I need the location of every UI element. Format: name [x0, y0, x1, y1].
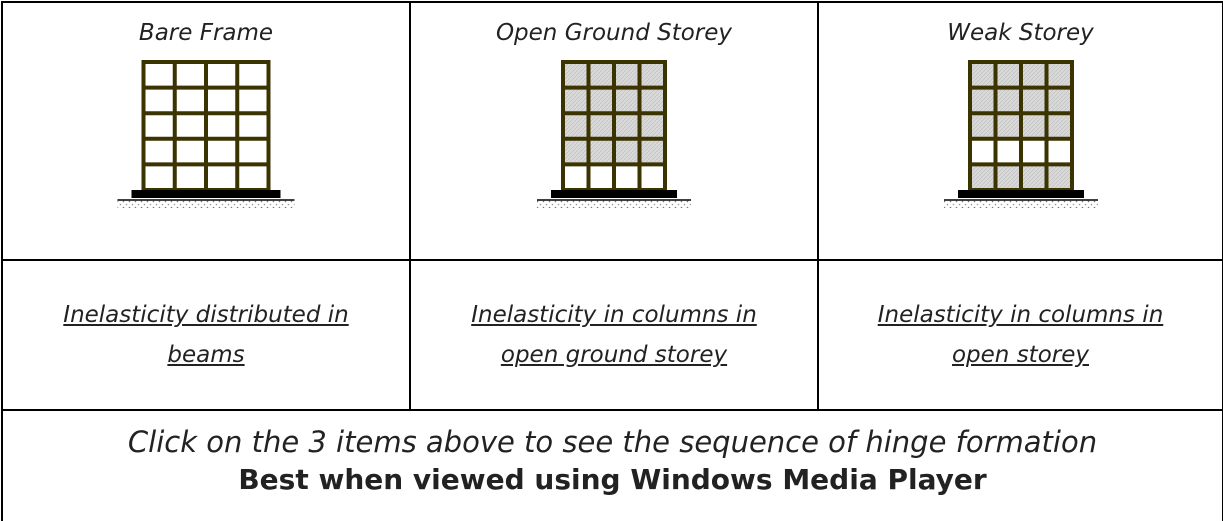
footer-cell: Click on the 3 items above to see the se… [1, 409, 1223, 521]
ground [537, 200, 691, 208]
frame-drawing [943, 60, 1098, 208]
animation-link[interactable]: Inelasticity in columns in open ground s… [471, 302, 757, 368]
column-title: Bare Frame [138, 20, 274, 46]
cell: Inelasticity in columns in open ground s… [409, 259, 819, 411]
cell: Bare Frame [1, 1, 411, 261]
frame-drawing [537, 60, 691, 208]
foundation [551, 190, 677, 198]
ground [943, 200, 1098, 208]
cell: Weak Storey [817, 1, 1223, 261]
cell: Open Ground Storey [409, 1, 819, 261]
column-title: Weak Storey [947, 20, 1094, 46]
frame-figure [411, 56, 817, 216]
foundation [957, 190, 1084, 198]
animation-link[interactable]: Inelasticity distributed in beams [63, 302, 349, 368]
instruction: Click on the 3 items above to see the se… [127, 425, 1098, 459]
note: Best when viewed using Windows Media Pla… [238, 463, 987, 496]
cell: Inelasticity in columns in open storey [817, 259, 1223, 411]
frame-drawing [117, 60, 295, 208]
animation-link[interactable]: Inelasticity in columns in open storey [877, 302, 1164, 368]
frame-figure [819, 56, 1222, 216]
cell: Inelasticity distributed in beams [1, 259, 411, 411]
ground [117, 200, 295, 208]
frame-figure [3, 56, 409, 216]
foundation [131, 190, 281, 198]
column-title: Open Ground Storey [495, 20, 733, 46]
